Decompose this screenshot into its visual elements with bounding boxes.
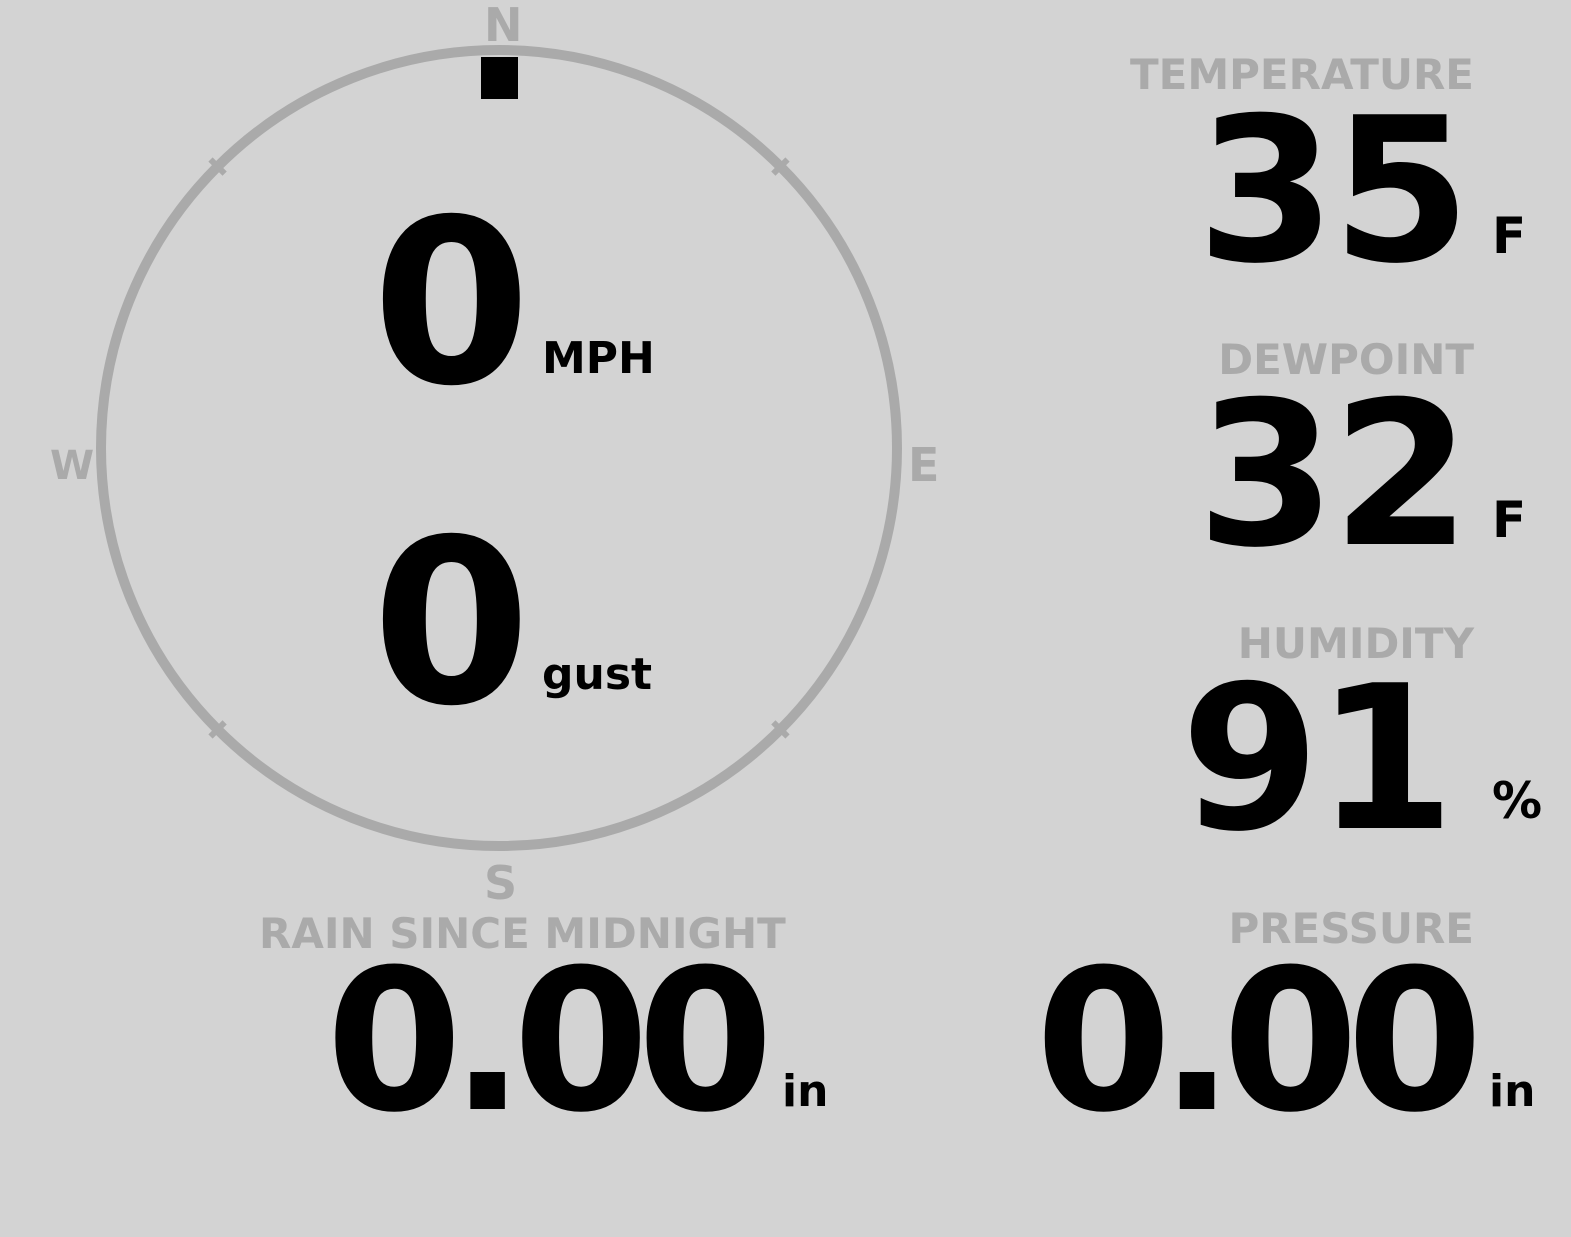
compass-west-label: W (50, 443, 95, 489)
humidity-value: 91 (1180, 643, 1455, 876)
compass-tick (771, 720, 790, 739)
pressure-label: PRESSURE (1228, 904, 1474, 953)
compass-tick (208, 720, 227, 739)
humidity-unit: % (1492, 772, 1543, 830)
rain-unit: in (782, 1066, 829, 1117)
rain-value: 0.00 (326, 928, 774, 1156)
rain-label: RAIN SINCE MIDNIGHT (259, 909, 786, 958)
compass-tick (208, 157, 227, 176)
temperature-label: TEMPERATURE (1130, 50, 1474, 99)
wind-compass (96, 45, 902, 851)
wind-speed-unit: MPH (542, 333, 655, 384)
dewpoint-label: DEWPOINT (1218, 335, 1474, 384)
dewpoint-value: 32 (1196, 359, 1471, 592)
wind-gust-value: 0 (372, 490, 531, 756)
compass-north-label: N (484, 0, 523, 52)
wind-gust-unit: gust (542, 649, 653, 700)
pressure-unit: in (1489, 1066, 1536, 1117)
temperature-value: 35 (1196, 75, 1471, 308)
dewpoint-unit: F (1492, 491, 1527, 549)
humidity-label: HUMIDITY (1237, 619, 1474, 668)
compass-south-label: S (484, 856, 518, 910)
compass-tick (771, 157, 790, 176)
compass-ring (96, 45, 902, 851)
wind-direction-marker (481, 57, 518, 99)
wind-speed-value: 0 (372, 170, 531, 436)
compass-east-label: E (908, 438, 940, 492)
temperature-unit: F (1492, 207, 1527, 265)
pressure-value: 0.00 (1035, 928, 1483, 1156)
